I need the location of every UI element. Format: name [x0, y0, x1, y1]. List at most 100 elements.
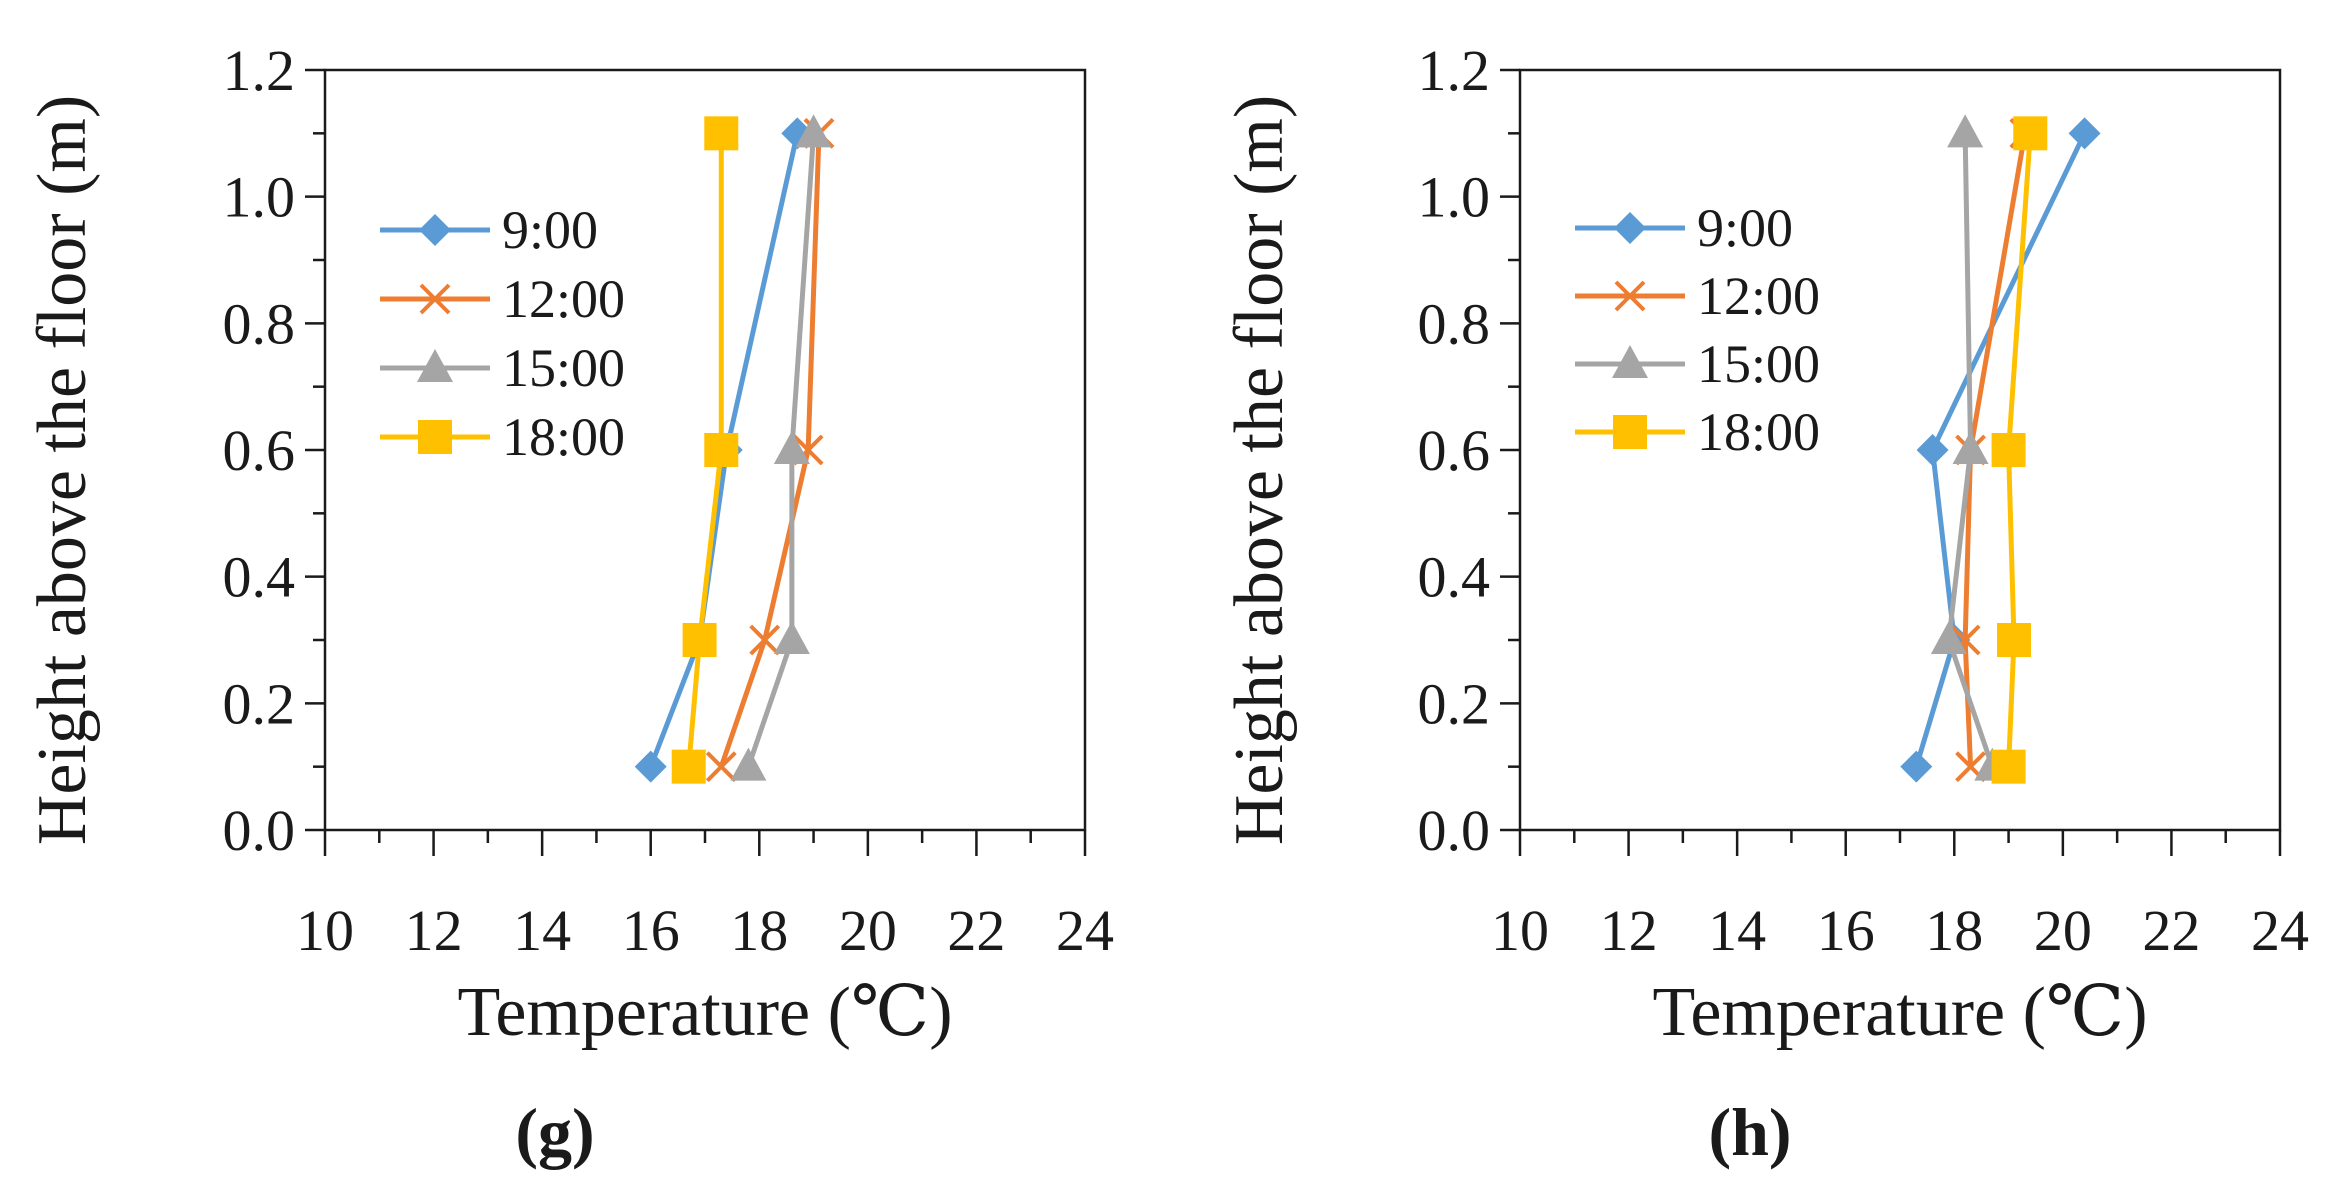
data-point-square: [671, 749, 706, 784]
data-point-diamond: [634, 750, 667, 783]
chart-panel-1: 10 12 14 16 18 20 22 24 0.0 0.2 0.4 0.6 0.8 1.0 1.2 Tem…: [24, 38, 1114, 1170]
legend-item: 9:00: [380, 200, 598, 260]
legend-label: 18:00: [502, 407, 625, 467]
data-point-square: [1991, 749, 2026, 784]
legend-marker-diamond: [419, 214, 451, 246]
series-line: [686, 133, 724, 767]
data-point-square: [704, 433, 739, 467]
y-tick-label: 0.8: [223, 291, 296, 356]
data-point-square: [682, 623, 717, 657]
legend-marker-x: [419, 283, 451, 315]
y-tick-label: 1.0: [223, 165, 296, 230]
legend-marker-triangle: [1612, 345, 1648, 378]
series-line: [1946, 133, 1995, 768]
legend-label: 15:00: [1697, 334, 1820, 394]
y-tick-label: 0.2: [1418, 671, 1491, 736]
y-tick-label: 0.4: [1418, 545, 1491, 610]
x-axis-title: Temperature (℃): [457, 974, 952, 1051]
data-point-diamond: [1900, 750, 1933, 783]
series-line: [2006, 133, 2033, 767]
data-point-square: [704, 116, 739, 151]
data-point-square: [1997, 623, 2031, 657]
x-axis-title: Temperature (℃): [1652, 974, 2147, 1051]
y-tick-label: 0.0: [223, 798, 296, 863]
series-1800: [671, 116, 739, 784]
legend-label: 9:00: [1697, 198, 1793, 258]
data-point-diamond: [2068, 117, 2101, 150]
legend-item: 12:00: [1575, 266, 1820, 326]
panel-label: (h): [1708, 1094, 1791, 1170]
x-tick-label: 22: [2142, 898, 2200, 963]
legend-marker-triangle: [417, 349, 453, 382]
x-tick-label: 20: [2034, 898, 2092, 963]
x-tick-label: 16: [622, 898, 680, 963]
series-line: [718, 133, 822, 768]
y-tick-label: 0.6: [223, 418, 296, 483]
data-point-x: [749, 624, 781, 656]
data-point-triangle: [730, 747, 767, 781]
x-tick-label: 18: [1925, 898, 1983, 963]
data-point-square: [2013, 116, 2048, 151]
legend-marker-x: [1614, 280, 1646, 312]
x-tick-label: 12: [1600, 898, 1658, 963]
legend-marker-square: [418, 420, 452, 454]
y-tick-label: 0.6: [1418, 418, 1491, 483]
x-tick-label: 10: [1491, 898, 1549, 963]
legend-item: 12:00: [380, 269, 625, 329]
series-line: [648, 132, 800, 768]
y-tick-label: 1.2: [1418, 38, 1491, 103]
data-point-triangle: [1952, 431, 1989, 464]
series-line: [1962, 132, 2028, 767]
legend-label: 15:00: [502, 338, 625, 398]
legend: 9:00 12:00 15:00 18:00: [1575, 198, 1820, 462]
legend-label: 12:00: [502, 269, 625, 329]
data-point-triangle: [1947, 114, 1984, 148]
x-tick-label: 16: [1817, 898, 1875, 963]
legend-label: 18:00: [1697, 402, 1820, 462]
y-tick-label: 1.0: [1418, 165, 1491, 230]
data-point-triangle: [773, 431, 810, 464]
series-1800: [1991, 116, 2048, 784]
legend-item: 15:00: [1575, 334, 1820, 394]
plot-area-border: [1518, 68, 2282, 832]
data-point-triangle: [1930, 621, 1967, 654]
legend-label: 9:00: [502, 200, 598, 260]
legend-item: 9:00: [1575, 198, 1793, 258]
legend-marker-diamond: [1614, 212, 1646, 244]
legend: 9:00 12:00 15:00 18:00: [380, 200, 625, 467]
y-tick-label: 0.4: [223, 545, 296, 610]
data-point-diamond: [1916, 434, 1949, 466]
series-1500: [1930, 114, 2011, 781]
legend-item: 15:00: [380, 338, 625, 398]
x-tick-label: 18: [730, 898, 788, 963]
data-point-triangle: [795, 114, 832, 148]
legend-label: 12:00: [1697, 266, 1820, 326]
x-tick-label: 20: [839, 898, 897, 963]
y-axis-title: Height above the floor (m): [24, 95, 101, 845]
x-tick-label: 24: [2251, 898, 2309, 963]
panel-label: (g): [515, 1094, 594, 1170]
y-axis-title: Height above the floor (m): [1221, 95, 1298, 845]
data-point-square: [1991, 433, 2026, 467]
x-tick-label: 14: [513, 898, 571, 963]
x-tick-label: 24: [1056, 898, 1114, 963]
y-tick-label: 1.2: [223, 38, 296, 103]
series-1500: [730, 114, 832, 781]
x-tick-label: 22: [947, 898, 1005, 963]
x-tick-label: 14: [1708, 898, 1766, 963]
series-line: [1913, 132, 2087, 768]
legend-item: 18:00: [380, 407, 625, 467]
y-tick-label: 0.0: [1418, 798, 1491, 863]
data-point-x: [705, 751, 737, 783]
series-line: [746, 133, 817, 768]
y-tick-label: 0.8: [1418, 291, 1491, 356]
x-tick-label: 10: [296, 898, 354, 963]
data-point-triangle: [773, 621, 810, 654]
legend-item: 18:00: [1575, 402, 1820, 462]
x-tick-label: 12: [405, 898, 463, 963]
chart-panel-2: 10 12 14 16 18 20 22 24 0.0 0.2 0.4 0.6 0.8 1.0 1.2 Tem…: [1221, 38, 2309, 1170]
y-tick-label: 0.2: [223, 671, 296, 736]
legend-marker-square: [1613, 415, 1647, 449]
